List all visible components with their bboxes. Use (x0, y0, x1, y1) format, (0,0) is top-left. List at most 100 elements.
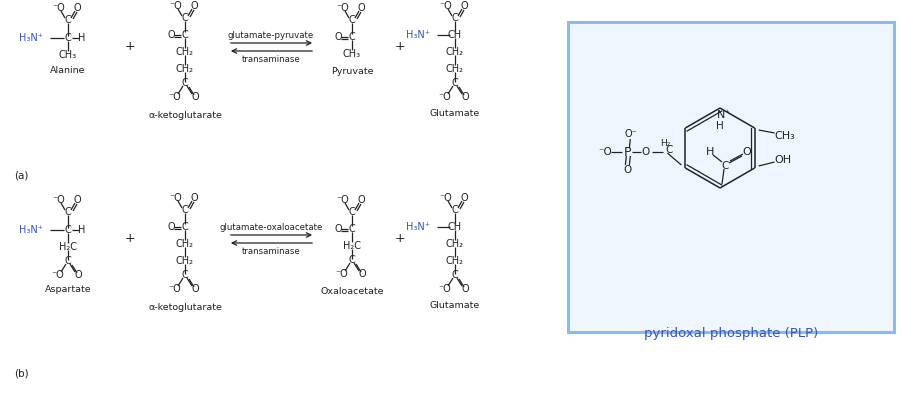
Text: ⁻O: ⁻O (336, 3, 349, 13)
Text: C: C (65, 225, 71, 235)
Text: C: C (65, 256, 71, 266)
Text: O⁻: O⁻ (625, 129, 638, 139)
Text: Oxaloacetate: Oxaloacetate (320, 286, 383, 296)
Text: ⁻O: ⁻O (170, 193, 182, 203)
Text: OH: OH (774, 155, 791, 165)
Text: CH₃: CH₃ (59, 50, 77, 60)
Text: CH₂: CH₂ (446, 64, 464, 74)
Text: CH₂: CH₂ (176, 47, 194, 57)
Text: H₂: H₂ (660, 139, 670, 147)
Text: (b): (b) (14, 369, 29, 379)
Text: H₃N⁺: H₃N⁺ (19, 225, 43, 235)
Text: C: C (65, 15, 71, 25)
Text: O: O (167, 222, 175, 232)
Text: C: C (349, 32, 355, 42)
Text: O: O (73, 3, 81, 13)
Text: CH₂: CH₂ (446, 239, 464, 249)
Text: C: C (349, 15, 355, 25)
Text: α-ketoglutarate: α-ketoglutarate (148, 110, 222, 119)
Text: pyridoxal phosphate (PLP): pyridoxal phosphate (PLP) (644, 327, 818, 340)
Text: +: + (395, 232, 405, 245)
Text: ⁻O: ⁻O (336, 195, 349, 205)
Text: O: O (641, 147, 649, 157)
Text: ⁻O: ⁻O (438, 284, 451, 294)
Text: C: C (65, 207, 71, 217)
Text: transaminase: transaminase (242, 54, 300, 63)
Text: ⁻O: ⁻O (170, 1, 182, 11)
Text: C: C (722, 161, 729, 171)
Text: O: O (73, 195, 81, 205)
Text: ⁻O: ⁻O (169, 92, 181, 102)
Text: CH₃: CH₃ (774, 131, 795, 141)
Text: O: O (190, 1, 198, 11)
Text: C: C (181, 270, 189, 280)
Text: C: C (452, 205, 458, 215)
Text: +: + (395, 39, 405, 52)
Text: P: P (623, 145, 631, 158)
Text: CH: CH (448, 222, 462, 232)
Text: C: C (181, 30, 189, 40)
Text: Glutamate: Glutamate (430, 108, 480, 117)
Text: O: O (742, 147, 751, 157)
Text: α-ketoglutarate: α-ketoglutarate (148, 303, 222, 312)
Text: O: O (460, 1, 468, 11)
Text: O: O (357, 195, 364, 205)
Text: CH₂: CH₂ (446, 47, 464, 57)
Text: ⁻O: ⁻O (336, 269, 348, 279)
Text: C: C (181, 13, 189, 23)
Text: ⁻O: ⁻O (439, 1, 453, 11)
Text: Pyruvate: Pyruvate (331, 67, 373, 76)
Text: ⁻O: ⁻O (438, 92, 451, 102)
Text: glutamate-pyruvate: glutamate-pyruvate (228, 30, 314, 39)
Text: C: C (349, 255, 355, 265)
Text: O: O (334, 224, 342, 234)
Text: O: O (191, 284, 198, 294)
Text: ⁺: ⁺ (724, 108, 730, 117)
Text: C: C (452, 78, 458, 88)
Text: C: C (349, 207, 355, 217)
Text: H: H (716, 121, 724, 131)
Text: Alanine: Alanine (51, 65, 86, 74)
Text: +: + (124, 39, 135, 52)
Text: Glutamate: Glutamate (430, 301, 480, 310)
Text: H: H (78, 225, 86, 235)
Text: ⁻O: ⁻O (52, 195, 65, 205)
Text: H₂C: H₂C (59, 242, 77, 252)
Text: O: O (74, 270, 82, 280)
Text: +: + (124, 232, 135, 245)
Text: ⁻O: ⁻O (599, 147, 612, 157)
Text: H₃N⁺: H₃N⁺ (406, 222, 430, 232)
Text: CH₂: CH₂ (176, 256, 194, 266)
Text: O: O (461, 92, 469, 102)
Text: ⁻O: ⁻O (51, 270, 64, 280)
Text: O: O (358, 269, 366, 279)
Text: CH₂: CH₂ (176, 239, 194, 249)
Text: C: C (452, 13, 458, 23)
Text: H: H (705, 147, 714, 157)
Text: C: C (181, 222, 189, 232)
Text: H₃N⁺: H₃N⁺ (406, 30, 430, 40)
Text: Aspartate: Aspartate (45, 286, 91, 294)
Text: O: O (191, 92, 198, 102)
Text: CH₂: CH₂ (446, 256, 464, 266)
Text: transaminase: transaminase (242, 247, 300, 255)
Text: O: O (623, 165, 631, 175)
Text: CH: CH (448, 30, 462, 40)
Text: C: C (349, 224, 355, 234)
Text: ⁻O: ⁻O (52, 3, 65, 13)
Text: ⁻O: ⁻O (439, 193, 453, 203)
Text: C: C (181, 78, 189, 88)
Text: glutamate-oxaloacetate: glutamate-oxaloacetate (219, 223, 323, 232)
Text: H₂C: H₂C (343, 241, 361, 251)
Text: H: H (78, 33, 86, 43)
Bar (568, 22, 894, 332)
Text: N: N (717, 110, 725, 120)
Text: ⁻O: ⁻O (169, 284, 181, 294)
Text: O: O (460, 193, 468, 203)
Text: O: O (461, 284, 469, 294)
Text: C: C (65, 33, 71, 43)
Text: O: O (334, 32, 342, 42)
Text: O: O (167, 30, 175, 40)
Text: C: C (452, 270, 458, 280)
Text: O: O (357, 3, 364, 13)
